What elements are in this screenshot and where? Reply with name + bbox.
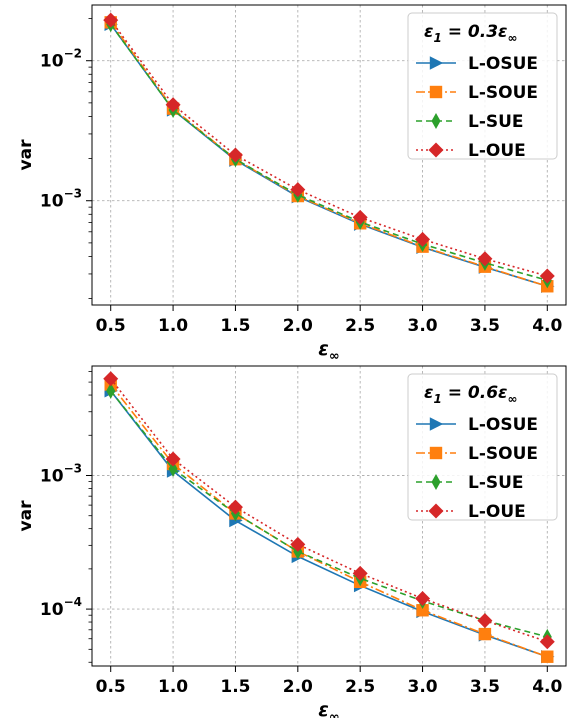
x-tick-label: 2.5 bbox=[345, 677, 375, 697]
data-point bbox=[416, 604, 429, 617]
series-line bbox=[110, 390, 548, 658]
series-l-oue bbox=[103, 371, 555, 650]
legend-label: L-OUE bbox=[468, 141, 526, 161]
x-tick-label: 3.0 bbox=[407, 316, 437, 336]
series-group bbox=[103, 371, 555, 664]
legend-label: L-OSUE bbox=[468, 54, 538, 74]
legend-entry: L-OSUE bbox=[416, 415, 538, 435]
x-tick-label: 2.0 bbox=[283, 677, 313, 697]
data-point bbox=[352, 565, 368, 581]
legend-marker bbox=[428, 503, 444, 519]
chart-top: 0.5 1.0 1.5 2.0 2.5 3.0 3.5 4.0 10−3 10−2 var ε∞ ε1 … bbox=[16, 4, 567, 364]
series-line bbox=[110, 21, 548, 288]
x-tick-label: 3.5 bbox=[470, 316, 500, 336]
series-line bbox=[110, 23, 548, 282]
plot-frame bbox=[91, 365, 567, 667]
x-tick-label: 3.5 bbox=[470, 677, 500, 697]
legend-entry: L-SUE bbox=[416, 112, 524, 132]
legend-entry: L-SOUE bbox=[416, 444, 538, 464]
data-point bbox=[415, 591, 431, 607]
data-point bbox=[227, 499, 243, 515]
x-tick-label: 1.5 bbox=[220, 677, 250, 697]
data-point bbox=[541, 650, 554, 663]
x-tick-label: 2.0 bbox=[283, 316, 313, 336]
x-tick-label: 0.5 bbox=[96, 677, 126, 697]
x-tick-label: 4.0 bbox=[532, 316, 562, 336]
series-line bbox=[110, 19, 548, 277]
legend-label: L-OSUE bbox=[468, 415, 538, 435]
legend-marker bbox=[428, 142, 444, 158]
data-point bbox=[103, 12, 119, 28]
legend-marker bbox=[431, 474, 441, 490]
legend-label: L-SUE bbox=[468, 112, 524, 132]
legend-marker bbox=[429, 85, 443, 99]
x-axis-label: ε∞ bbox=[318, 338, 339, 364]
series-group bbox=[103, 12, 555, 293]
legend-box bbox=[407, 373, 558, 521]
series-l-oue bbox=[103, 12, 555, 284]
data-point bbox=[477, 251, 493, 267]
data-point bbox=[539, 268, 555, 284]
legend-marker bbox=[431, 113, 441, 129]
x-tick-label: 2.5 bbox=[345, 316, 375, 336]
legend-marker bbox=[429, 417, 444, 431]
legend-title: ε1 = 0.6ε∞ bbox=[424, 383, 518, 406]
y-tick-label: 10−2 bbox=[40, 47, 82, 72]
data-point bbox=[415, 231, 431, 247]
x-tick-label: 3.0 bbox=[407, 677, 437, 697]
legend-label: L-OUE bbox=[468, 502, 526, 522]
legend-title: ε1 = 0.3ε∞ bbox=[424, 22, 518, 45]
x-tick-label: 1.0 bbox=[158, 316, 188, 336]
data-point bbox=[290, 536, 306, 552]
x-tick-label: 1.0 bbox=[158, 677, 188, 697]
data-point bbox=[168, 460, 178, 477]
data-point bbox=[478, 627, 492, 641]
legend-label: L-SOUE bbox=[468, 444, 538, 464]
x-tick-label: 4.0 bbox=[532, 677, 562, 697]
legend-marker bbox=[429, 56, 444, 70]
legend-label: L-SOUE bbox=[468, 83, 538, 103]
y-tick-label: 10−3 bbox=[40, 187, 82, 212]
data-point bbox=[106, 382, 116, 399]
x-axis-label: ε∞ bbox=[318, 699, 339, 718]
data-point bbox=[165, 451, 181, 467]
y-tick-label: 10−3 bbox=[40, 461, 82, 486]
data-point bbox=[103, 371, 119, 387]
legend-entry: L-SUE bbox=[416, 473, 524, 493]
data-point bbox=[227, 147, 243, 163]
axes: 0.5 1.0 1.5 2.0 2.5 3.0 3.5 4.0 10−3 10−2 var ε∞ bbox=[16, 4, 567, 364]
legend-label: L-SUE bbox=[468, 473, 524, 493]
data-point bbox=[539, 634, 555, 650]
y-axis-label: var bbox=[16, 139, 36, 171]
series-line bbox=[110, 383, 548, 658]
data-point bbox=[290, 182, 306, 198]
series-line bbox=[110, 390, 548, 638]
legend-entry: L-OUE bbox=[416, 502, 526, 522]
legend-entry: L-OUE bbox=[416, 141, 526, 161]
y-tick-label: 10−4 bbox=[40, 595, 82, 620]
data-point bbox=[165, 97, 181, 113]
data-point bbox=[477, 613, 493, 629]
legend: ε1 = 0.6ε∞ L-OSUE L-SOUE L-SUE L-OUE bbox=[407, 373, 558, 522]
x-tick-label: 0.5 bbox=[96, 316, 126, 336]
x-tick-label: 1.5 bbox=[220, 316, 250, 336]
legend-marker bbox=[429, 446, 443, 460]
data-point bbox=[352, 209, 368, 225]
legend-entry: L-SOUE bbox=[416, 83, 538, 103]
y-axis-label: var bbox=[16, 500, 36, 532]
legend-box bbox=[407, 12, 558, 160]
plot-frame bbox=[91, 4, 567, 306]
legend-entry: L-OSUE bbox=[416, 54, 538, 74]
legend: ε1 = 0.3ε∞ L-OSUE L-SOUE L-SUE L-OUE bbox=[407, 12, 558, 161]
